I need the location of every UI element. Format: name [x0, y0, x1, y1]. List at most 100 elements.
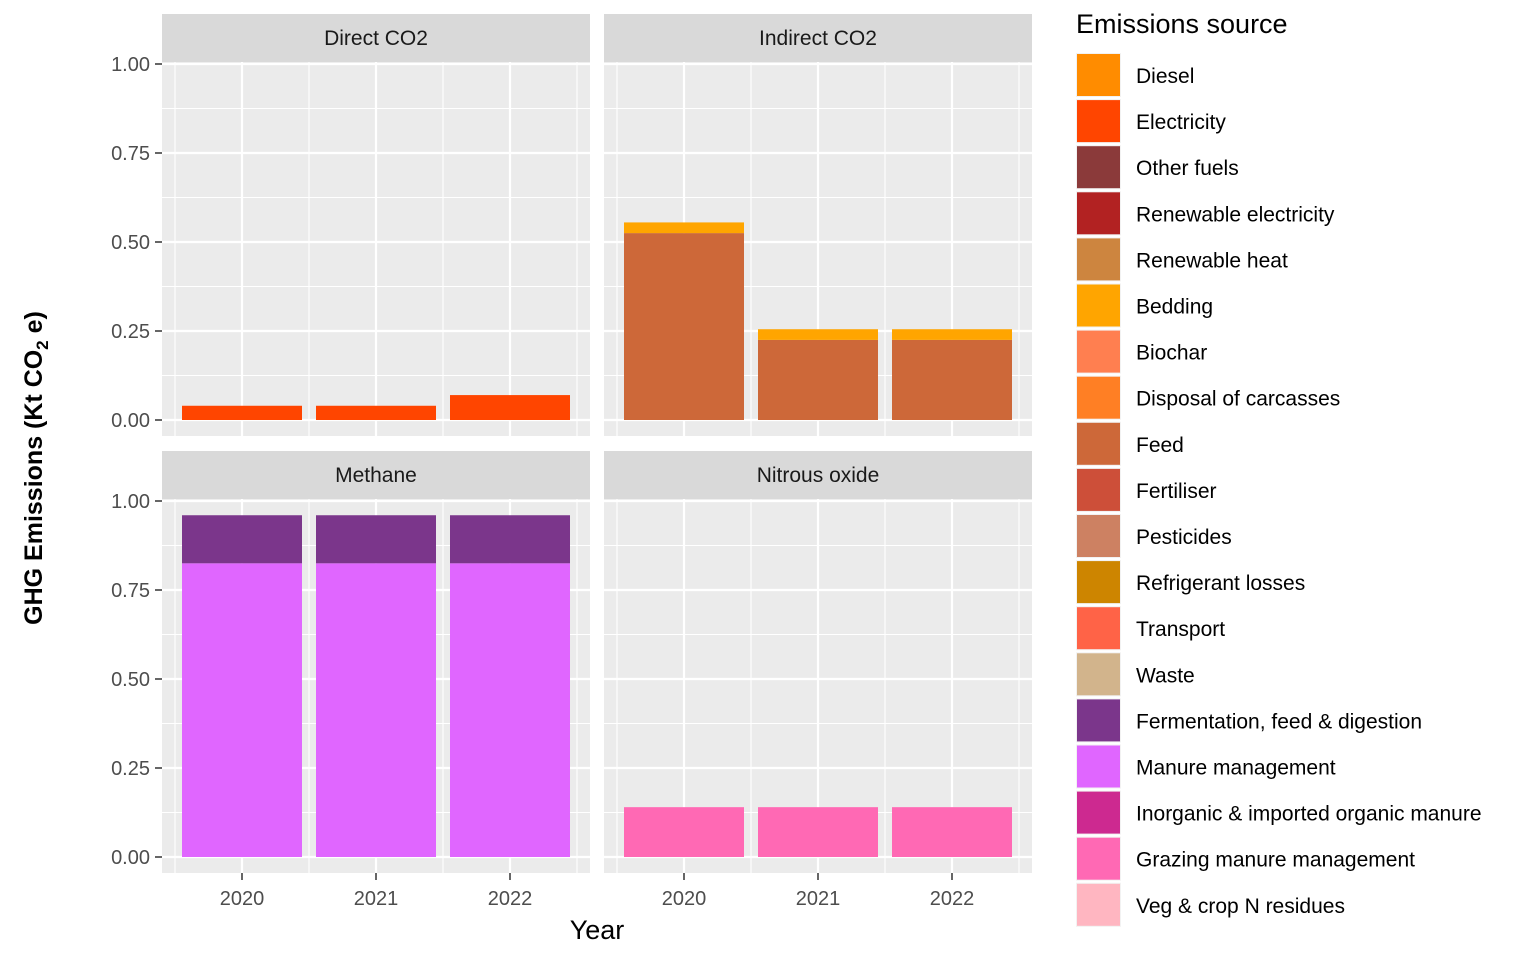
- legend-swatch: [1077, 837, 1120, 880]
- legend-item: Disposal of carcasses: [1076, 375, 1340, 420]
- legend-item: Renewable heat: [1076, 237, 1288, 282]
- bar-feed-2022: [892, 339, 1012, 420]
- legend-item: Grazing manure management: [1076, 836, 1415, 881]
- legend-swatch: [1077, 284, 1120, 327]
- legend-label: Manure management: [1136, 757, 1336, 780]
- legend-item: Feed: [1076, 421, 1184, 466]
- legend-swatch: [1077, 653, 1120, 696]
- bar-feed-2020: [624, 233, 744, 420]
- y-tick-label: 1.00: [111, 54, 150, 76]
- legend-item: Transport: [1076, 606, 1225, 651]
- x-tick-label: 2020: [662, 888, 707, 910]
- legend-item: Refrigerant losses: [1076, 560, 1305, 605]
- y-tick-label: 1.00: [111, 491, 150, 513]
- legend-swatch: [1077, 100, 1120, 143]
- legend-item: Waste: [1076, 652, 1195, 697]
- legend-label: Fermentation, feed & digestion: [1136, 710, 1422, 733]
- legend-item: Bedding: [1076, 283, 1213, 328]
- bar-bedding-2020: [624, 222, 744, 234]
- legend-label: Fertiliser: [1136, 480, 1217, 503]
- facet-strip-label: Nitrous oxide: [757, 464, 880, 487]
- bar-manure-management-2022: [450, 563, 570, 857]
- legend-label: Inorganic & imported organic manure: [1136, 803, 1482, 826]
- legend-label: Renewable heat: [1136, 249, 1288, 272]
- legend-swatch: [1077, 745, 1120, 788]
- x-tick-label: 2022: [930, 888, 975, 910]
- y-tick-label: 0.25: [111, 321, 150, 343]
- legend-item: Diesel: [1076, 53, 1194, 97]
- legend-swatch: [1077, 791, 1120, 834]
- x-tick-label: 2022: [488, 888, 533, 910]
- legend-label: Bedding: [1136, 296, 1213, 319]
- legend-swatch: [1077, 561, 1120, 604]
- legend-item: Fermentation, feed & digestion: [1076, 698, 1422, 743]
- y-tick-label: 0.50: [111, 232, 150, 254]
- legend-swatch: [1077, 376, 1120, 419]
- bar-grazing-manure-management-2022: [892, 807, 1012, 857]
- y-tick-label: 0.75: [111, 143, 150, 165]
- facet-direct-co2: Direct CO2: [162, 14, 590, 436]
- y-tick-label: 0.00: [111, 847, 150, 869]
- legend-label: Other fuels: [1136, 157, 1239, 180]
- legend-label: Feed: [1136, 434, 1184, 457]
- legend-item: Manure management: [1076, 744, 1336, 789]
- bar-bedding-2021: [758, 329, 878, 340]
- legend-label: Electricity: [1136, 111, 1226, 134]
- legend-label: Transport: [1136, 618, 1225, 641]
- legend-item: Fertiliser: [1076, 467, 1217, 512]
- bar-electricity-2022: [450, 395, 570, 420]
- x-tick-label: 2021: [354, 888, 399, 910]
- legend-item: Veg & crop N residues: [1076, 882, 1345, 927]
- facet-strip-label: Direct CO2: [324, 27, 428, 50]
- bar-manure-management-2020: [182, 563, 302, 857]
- facet-strip: [162, 451, 590, 499]
- legend-swatch: [1077, 146, 1120, 189]
- legend-swatch: [1077, 607, 1120, 650]
- legend-item: Pesticides: [1076, 514, 1232, 558]
- legend-label: Waste: [1136, 664, 1195, 687]
- y-axis-title: GHG Emissions (Kt CO2 e): [20, 311, 52, 625]
- legend-swatch: [1077, 330, 1120, 373]
- legend-item: Electricity: [1076, 99, 1226, 144]
- bar-fermentation-feed-digestion-2020: [182, 515, 302, 564]
- bar-bedding-2022: [892, 329, 1012, 340]
- legend-swatch: [1077, 54, 1120, 96]
- legend: Emissions source Diesel Electricity Other f…: [1076, 9, 1482, 927]
- legend-swatch: [1077, 699, 1120, 742]
- facet-nitrous-oxide: Nitrous oxide: [604, 451, 1032, 873]
- facet-strip: [162, 14, 590, 62]
- y-tick-label: 0.25: [111, 758, 150, 780]
- facet-indirect-co2: Indirect CO2: [604, 14, 1032, 436]
- legend-swatch: [1077, 468, 1120, 511]
- legend-label: Refrigerant losses: [1136, 572, 1305, 595]
- facet-strip-label: Indirect CO2: [759, 27, 877, 50]
- facet-strip: [604, 14, 1032, 62]
- x-tick-label: 2021: [796, 888, 841, 910]
- bar-feed-2021: [758, 339, 878, 420]
- legend-label: Biochar: [1136, 342, 1207, 365]
- legend-label: Pesticides: [1136, 526, 1232, 549]
- facet-strip: [604, 451, 1032, 499]
- bar-manure-management-2021: [316, 563, 436, 857]
- bar-fermentation-feed-digestion-2021: [316, 515, 436, 564]
- facet-methane: Methane: [162, 451, 590, 873]
- legend-swatch: [1077, 238, 1120, 281]
- x-tick-label: 2020: [220, 888, 265, 910]
- legend-label: Diesel: [1136, 65, 1194, 88]
- legend-item: Renewable electricity: [1076, 191, 1335, 236]
- bar-grazing-manure-management-2020: [624, 807, 744, 857]
- legend-swatch: [1077, 883, 1120, 926]
- facet-strip-label: Methane: [335, 464, 417, 487]
- bar-grazing-manure-management-2021: [758, 807, 878, 857]
- legend-swatch: [1077, 422, 1120, 465]
- bar-electricity-2021: [316, 405, 436, 420]
- legend-label: Renewable electricity: [1136, 203, 1335, 226]
- y-tick-label: 0.75: [111, 580, 150, 602]
- y-tick-label: 0.50: [111, 669, 150, 691]
- facet-panels: Direct CO2 Indirect CO2 Methane Nitrous oxi…: [162, 14, 1032, 873]
- y-tick-label: 0.00: [111, 410, 150, 432]
- bar-electricity-2020: [182, 405, 302, 420]
- legend-item: Biochar: [1076, 329, 1207, 374]
- x-axis-title: Year: [570, 915, 625, 945]
